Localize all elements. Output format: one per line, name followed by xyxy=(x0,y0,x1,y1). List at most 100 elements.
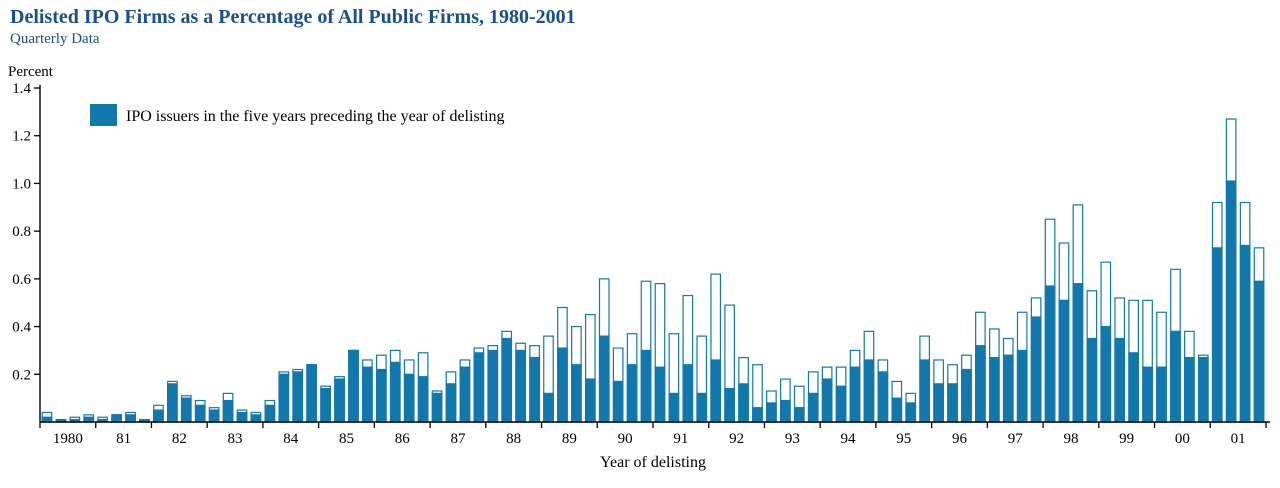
y-tick-label: 0.8 xyxy=(12,224,31,240)
bar-ipo-issuers xyxy=(515,349,526,423)
bar-ipo-issuers xyxy=(264,404,276,423)
bar-ipo-issuers xyxy=(41,416,53,423)
bar-ipo-issuers xyxy=(849,366,861,423)
bar-ipo-issuers xyxy=(1072,283,1084,423)
y-tick-label: 0.6 xyxy=(12,272,31,288)
bar-ipo-issuers xyxy=(1030,316,1042,423)
bar-ipo-issuers xyxy=(863,359,875,423)
bar-ipo-issuers xyxy=(1156,366,1167,423)
x-tick-label-year: 95 xyxy=(896,431,911,447)
chart-subtitle: Quarterly Data xyxy=(10,31,100,47)
x-tick-label-year: 85 xyxy=(339,431,354,447)
y-tick-label: 1.0 xyxy=(12,176,31,192)
bar-ipo-issuers xyxy=(501,337,513,423)
bar-ipo-issuers xyxy=(1253,280,1265,423)
bar-ipo-issuers xyxy=(835,385,847,423)
bar-ipo-issuers xyxy=(724,388,735,423)
bar-ipo-issuers xyxy=(208,409,220,423)
bar-ipo-issuers xyxy=(975,345,986,423)
bar-ipo-issuers xyxy=(1058,299,1070,423)
x-tick-label-year: 98 xyxy=(1063,431,1078,447)
x-tick-label-year: 97 xyxy=(1008,431,1024,447)
bar-ipo-issuers xyxy=(487,349,499,423)
bar-ipo-issuers xyxy=(738,383,749,423)
y-tick-label: 0.4 xyxy=(12,320,31,336)
bar-ipo-issuers xyxy=(654,366,666,423)
bar-ipo-issuers xyxy=(292,371,304,423)
x-tick-label-year: 88 xyxy=(506,431,521,447)
bar-ipo-issuers xyxy=(445,383,457,423)
bar-ipo-issuers xyxy=(180,397,192,423)
x-tick-label-year: 00 xyxy=(1175,431,1190,447)
bar-ipo-issuers xyxy=(1142,366,1153,423)
bar-ipo-issuers xyxy=(1211,247,1223,423)
bar-ipo-issuers xyxy=(905,402,917,423)
bar-ipo-issuers xyxy=(1016,349,1028,423)
bar-ipo-issuers xyxy=(891,397,903,423)
bar-ipo-issuers xyxy=(919,359,930,423)
x-tick-label-year: 84 xyxy=(283,431,299,447)
bar-ipo-issuers xyxy=(1197,356,1209,423)
bar-ipo-issuers xyxy=(375,368,387,423)
bar-ipo-issuers xyxy=(640,349,652,423)
bar-ipo-issuers xyxy=(947,383,958,423)
legend-label: IPO issuers in the five years preceding … xyxy=(126,108,505,125)
bar-ipo-issuers xyxy=(1184,356,1195,423)
x-axis-title: Year of delisting xyxy=(600,454,706,471)
x-tick-label-year: 89 xyxy=(562,431,577,447)
bar-ipo-issuers xyxy=(278,373,290,423)
x-tick-label-year: 93 xyxy=(785,431,800,447)
bar-ipo-issuers xyxy=(571,364,582,423)
legend-swatch xyxy=(90,104,117,126)
chart-svg: Percent 0.2 0.4 0.6 0.8 1.0 1.2 1.4 1980 81 82 83 84… xyxy=(8,64,1270,471)
bar-ipo-issuers xyxy=(668,392,680,423)
bar-ipo-issuers xyxy=(529,356,540,423)
x-tick-label-year: 83 xyxy=(228,431,243,447)
bar-ipo-issuers xyxy=(710,359,722,423)
y-tick-label: 1.2 xyxy=(12,129,31,145)
bar-ipo-issuers xyxy=(306,364,317,423)
x-tick-label-year: 90 xyxy=(618,431,633,447)
x-tick-label-year: 96 xyxy=(952,431,968,447)
bar-ipo-issuers xyxy=(473,352,485,423)
bar-ipo-issuers xyxy=(696,392,708,423)
bar-ipo-issuers xyxy=(1225,180,1237,423)
bar-ipo-issuers xyxy=(1114,337,1126,423)
y-tick-label: 1.4 xyxy=(12,81,31,97)
bar-ipo-issuers xyxy=(598,335,610,423)
bar-ipo-issuers xyxy=(961,368,972,423)
x-tick-label-year: 91 xyxy=(673,431,688,447)
bar-ipo-issuers xyxy=(362,366,373,423)
bar-ipo-issuers xyxy=(194,404,206,423)
bar-ipo-issuers xyxy=(1128,352,1139,423)
bar-ipo-issuers xyxy=(250,414,262,423)
x-tick-label-year: 01 xyxy=(1231,431,1246,447)
bar-ipo-issuers xyxy=(807,392,819,423)
bar-ipo-issuers xyxy=(793,407,805,423)
x-tick-label-year: 94 xyxy=(841,431,857,447)
bar-ipo-issuers xyxy=(111,414,122,423)
bar-ipo-issuers xyxy=(584,378,596,423)
x-tick-label-year: 82 xyxy=(172,431,187,447)
x-tick-label-year: 81 xyxy=(116,431,131,447)
bar-ipo-issuers xyxy=(320,388,331,423)
bar-ipo-issuers xyxy=(348,349,359,423)
bar-ipo-issuers xyxy=(153,409,164,423)
bar-ipo-issuers xyxy=(682,364,694,423)
bar-ipo-issuers xyxy=(417,376,429,423)
bar-ipo-issuers xyxy=(988,356,1000,423)
bar-ipo-issuers xyxy=(1002,354,1014,423)
x-tick-label-year: 86 xyxy=(395,431,411,447)
x-tick-label-year: 92 xyxy=(729,431,744,447)
x-tick-label-year: 99 xyxy=(1119,431,1134,447)
y-axis-unit-label: Percent xyxy=(8,64,54,80)
x-tick-label-year: 1980 xyxy=(53,431,83,447)
bar-ipo-issuers xyxy=(459,366,471,423)
chart-title: Delisted IPO Firms as a Percentage of Al… xyxy=(10,6,576,28)
bar-ipo-issuers xyxy=(752,407,763,423)
bar-ipo-issuers xyxy=(389,361,401,423)
x-tick-label-year: 87 xyxy=(450,431,466,447)
bar-ipo-issuers xyxy=(83,416,95,423)
bar-ipo-issuers xyxy=(877,371,889,423)
bar-ipo-issuers xyxy=(1100,325,1112,423)
